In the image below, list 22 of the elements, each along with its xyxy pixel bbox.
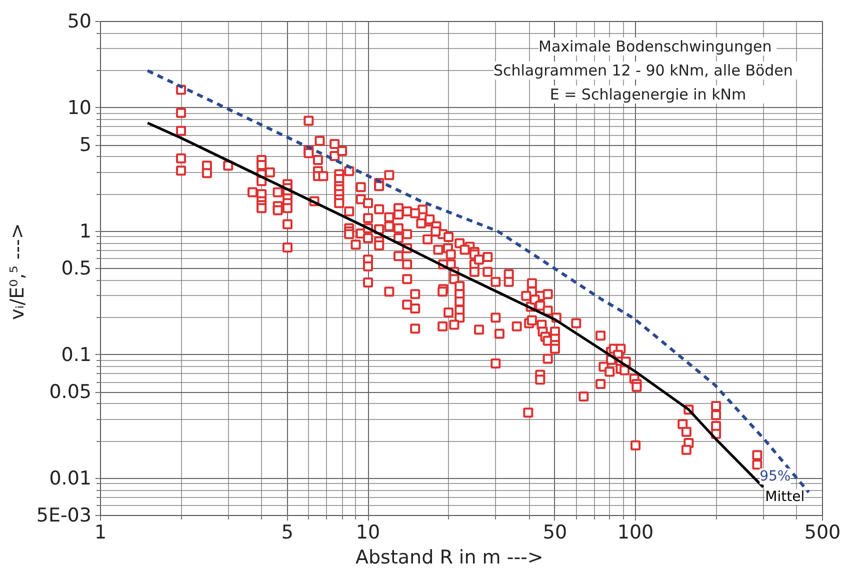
y-tick-label: 0.05	[49, 381, 92, 403]
series-label: 95%	[760, 468, 791, 484]
y-axis-title: vᵢ/E⁰,⁵ --->	[6, 223, 28, 320]
y-tick-label: 0.1	[61, 344, 92, 366]
x-axis-title: Abstand R in m --->	[356, 546, 544, 568]
annotation: E = Schlagenergie in kNm	[550, 86, 746, 104]
x-tick-label: 10	[356, 522, 380, 544]
series-label: Mittel	[765, 489, 805, 506]
y-tick-label: 50	[67, 10, 92, 32]
annotation: Schlagrammen 12 - 90 kNm, alle Böden	[493, 62, 793, 80]
x-tick-label: 100	[617, 522, 654, 544]
y-tick-label: 5	[79, 134, 92, 156]
y-tick-label: 5E-03	[36, 504, 92, 526]
x-tick-label: 5	[281, 522, 294, 544]
x-tick-label: 50	[542, 522, 568, 544]
y-tick-label: 0.5	[61, 258, 92, 280]
x-tick-label: 1	[94, 522, 107, 544]
y-tick-label: 0.01	[49, 467, 92, 490]
y-tick-label: 1	[79, 220, 92, 242]
annotation: Maximale Bodenschwingungen	[538, 38, 772, 56]
y-tick-label: 10	[67, 96, 92, 119]
x-tick-label: 500	[804, 522, 841, 544]
